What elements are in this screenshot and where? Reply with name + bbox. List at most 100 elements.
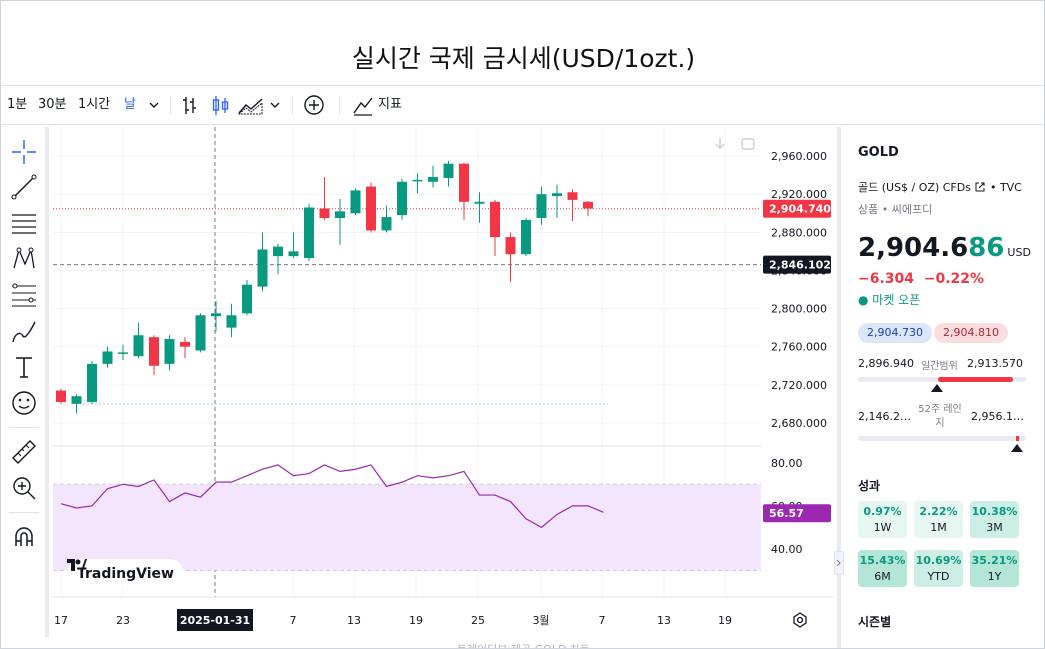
candle-body[interactable] [242, 284, 252, 314]
candle-body[interactable] [397, 181, 407, 216]
tool-divider [9, 427, 39, 428]
candle-body[interactable] [195, 315, 206, 351]
y-tick-label: 2,800.000 [771, 303, 827, 316]
y-tick-label: 2,920.000 [771, 188, 827, 201]
candles-icon[interactable] [211, 86, 231, 124]
last-price: 2,904.686 USD [858, 233, 1031, 263]
x-tick-label: 13 [657, 614, 671, 627]
candle-body[interactable] [567, 192, 578, 200]
page-title: 실시간 국제 금시세(USD/1ozt.) [351, 44, 696, 73]
seasonal-title: 시즌별 [858, 615, 892, 629]
candle-body[interactable] [552, 193, 562, 197]
panel-collapse-handle[interactable] [834, 551, 844, 575]
candle-body[interactable] [180, 341, 190, 347]
pattern-icon[interactable] [9, 244, 39, 274]
fullscreen-icon[interactable] [739, 135, 757, 153]
year-range-marker-icon [1011, 444, 1023, 452]
trend-line-icon[interactable] [9, 172, 39, 202]
perf-period: 1W [873, 521, 892, 534]
ruler-icon[interactable] [9, 437, 39, 467]
candle-body[interactable] [257, 249, 268, 287]
candle-body[interactable] [443, 163, 454, 178]
rsi-line[interactable] [60, 464, 604, 529]
text-icon[interactable] [9, 352, 39, 382]
perf-period: 3M [986, 521, 1003, 534]
external-link-icon[interactable] [974, 181, 986, 196]
magnet-icon[interactable] [9, 522, 39, 552]
candle-body[interactable] [164, 339, 175, 364]
candle-body[interactable] [118, 352, 128, 354]
zoom-in-icon[interactable] [9, 473, 39, 503]
bars-icon[interactable] [181, 86, 199, 124]
attribution-footer[interactable]: 트레이딩뷰 제공 GOLD 차트 [1, 641, 1044, 648]
candle-body[interactable] [459, 163, 469, 202]
candle-body[interactable] [288, 251, 299, 257]
price-main: 2,904.6 [858, 233, 969, 263]
price-chart[interactable]: 2,960.0002,920.0002,880.0002,840.0002,80… [53, 127, 833, 637]
indicators-button[interactable]: 지표 [378, 97, 402, 112]
candle-body[interactable] [102, 351, 113, 364]
chevron-down-icon[interactable] [269, 86, 281, 124]
candle-body[interactable] [335, 211, 345, 219]
chart-canvas[interactable]: 2,960.0002,920.0002,880.0002,840.0002,80… [53, 127, 833, 637]
chevron-down-icon[interactable] [148, 86, 160, 124]
candle-body[interactable] [474, 201, 485, 204]
x-tick-label: 19 [718, 614, 732, 627]
crosshair-date-bg [177, 609, 253, 631]
candle-body[interactable] [56, 390, 66, 402]
brush-icon[interactable] [9, 316, 39, 346]
candle-body[interactable] [211, 313, 221, 317]
candle-body[interactable] [133, 335, 144, 357]
perf-value: 2.22% [919, 505, 958, 518]
rsi-tick-label: 80.00 [771, 457, 803, 470]
candle-body[interactable] [350, 190, 361, 214]
perf-value: 15.43% [859, 554, 906, 567]
currency: USD [1007, 246, 1031, 259]
crosshair-price-label: 2,846.102 [769, 259, 831, 272]
candle-body[interactable] [536, 194, 547, 219]
candle-body[interactable] [583, 201, 593, 209]
x-tick-label: 17 [54, 614, 68, 627]
candle-body[interactable] [521, 219, 531, 255]
perf-period: YTD [927, 570, 950, 583]
tradingview-logo[interactable]: TradingView [67, 559, 184, 589]
candle-body[interactable] [304, 207, 314, 259]
candle-body[interactable] [412, 179, 423, 182]
add-indicator-icon[interactable] [304, 86, 326, 124]
candle-body[interactable] [490, 201, 500, 238]
price-change: −6.304 −0.22% [858, 271, 984, 287]
candle-body[interactable] [505, 237, 516, 255]
interval-1m[interactable]: 1분 [7, 97, 28, 112]
interval-1h[interactable]: 1시간 [78, 97, 111, 112]
symbol-description: 골드 (US$ / OZ) CFDs • TVC [858, 179, 1022, 196]
crosshair-icon[interactable] [9, 137, 39, 167]
candle-body[interactable] [71, 396, 82, 404]
candle-body[interactable] [226, 315, 237, 328]
day-low: 2,896.940 [858, 357, 914, 370]
horizontal-lines-icon[interactable] [9, 208, 39, 238]
day-high: 2,913.570 [967, 357, 1023, 370]
candle-body[interactable] [273, 246, 283, 257]
indicators-icon[interactable] [352, 86, 374, 124]
candle-body[interactable] [428, 177, 438, 182]
fib-icon[interactable] [9, 280, 39, 310]
settings-icon[interactable] [791, 611, 809, 629]
day-range-fill [938, 377, 1013, 382]
candle-body[interactable] [149, 337, 159, 366]
candle-body[interactable] [319, 208, 330, 219]
interval-30m[interactable]: 30분 [38, 97, 67, 112]
candle-body[interactable] [381, 217, 392, 231]
perf-cell-6m: 15.43% 6M [858, 550, 907, 587]
candle-body[interactable] [366, 186, 376, 231]
x-tick-label: 19 [409, 614, 423, 627]
emoji-icon[interactable] [9, 388, 39, 418]
candle-body[interactable] [87, 363, 97, 402]
area-chart-icon[interactable] [237, 86, 264, 124]
symbol-name[interactable]: GOLD [858, 145, 899, 160]
x-tick-label: 23 [116, 614, 130, 627]
interval-day[interactable]: 날 [124, 97, 136, 112]
x-tick-label: 7 [599, 614, 606, 627]
rsi-tick-label: 40.00 [771, 543, 803, 556]
download-icon[interactable] [711, 135, 729, 153]
symbol-info-panel: GOLD 골드 (US$ / OZ) CFDs • TVC 상품 • 씨에프디 … [837, 127, 1044, 648]
